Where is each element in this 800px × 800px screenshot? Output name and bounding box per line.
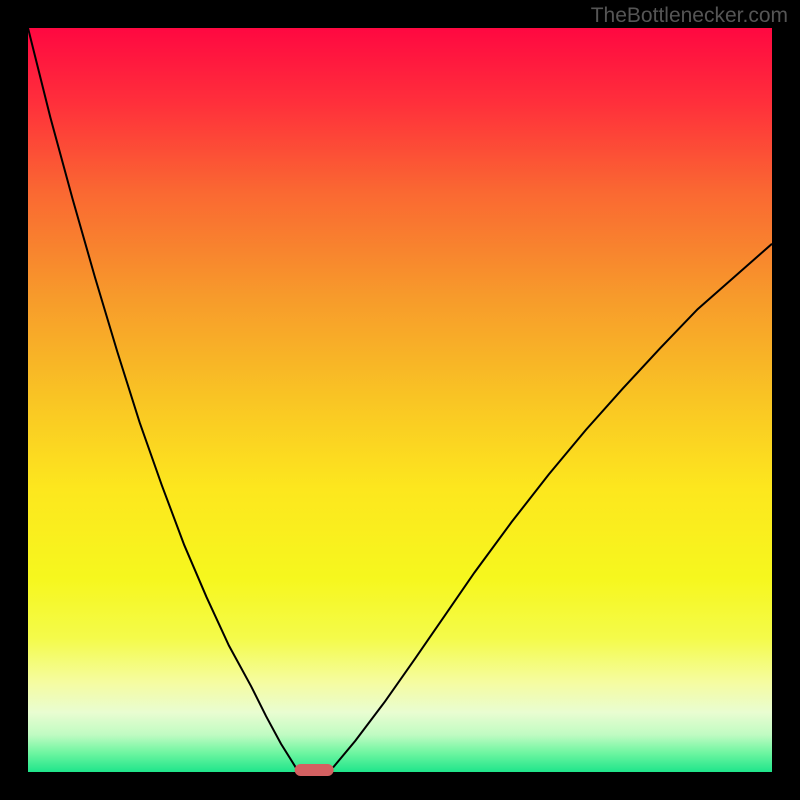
plot-area (28, 28, 772, 772)
curve-svg (28, 28, 772, 772)
watermark-text: TheBottlenecker.com (591, 4, 788, 28)
stage: TheBottlenecker.com (0, 0, 800, 800)
minimum-marker (295, 764, 334, 776)
curve-right (333, 244, 772, 768)
curve-left (28, 28, 296, 768)
